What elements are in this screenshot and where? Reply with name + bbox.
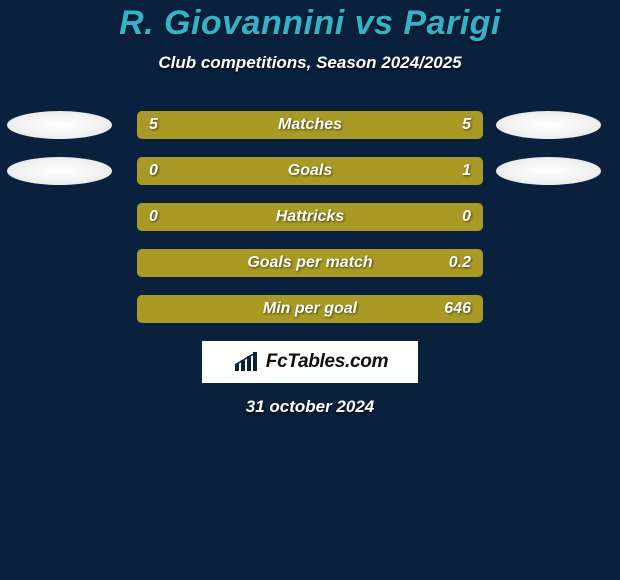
- player-photo-left: [7, 157, 112, 185]
- stat-value-right: 646: [444, 295, 471, 323]
- stat-row: 0.2Goals per match: [0, 249, 620, 277]
- stat-bar-right: [234, 249, 483, 277]
- player-photo-left: [7, 111, 112, 139]
- date-text: 31 october 2024: [0, 397, 620, 417]
- stat-value-left: 5: [149, 111, 158, 139]
- stat-bar-right: [310, 203, 483, 231]
- stat-bar-right: [199, 157, 483, 185]
- stat-row: 646Min per goal: [0, 295, 620, 323]
- stat-row: 00Hattricks: [0, 203, 620, 231]
- stat-bar: 55Matches: [137, 111, 483, 139]
- stat-rows: 55Matches01Goals00Hattricks0.2Goals per …: [0, 111, 620, 323]
- brand-text: FcTables.com: [266, 351, 388, 373]
- stat-bar-left: [137, 249, 234, 277]
- stat-bar-left: [137, 295, 248, 323]
- brand-badge: FcTables.com: [202, 341, 418, 383]
- player-photo-right: [496, 111, 601, 139]
- stat-bar: 00Hattricks: [137, 203, 483, 231]
- stat-value-right: 5: [462, 111, 471, 139]
- stat-row: 01Goals: [0, 157, 620, 185]
- stat-value-left: 0: [149, 203, 158, 231]
- stat-value-right: 0.2: [449, 249, 471, 277]
- stat-bar-left: [137, 111, 310, 139]
- stat-value-right: 1: [462, 157, 471, 185]
- stat-bar-left: [137, 157, 199, 185]
- bars-icon: [232, 350, 262, 374]
- subtitle: Club competitions, Season 2024/2025: [0, 53, 620, 73]
- comparison-infographic: R. Giovannini vs Parigi Club competition…: [0, 0, 620, 417]
- player-photo-right: [496, 157, 601, 185]
- stat-bar: 0.2Goals per match: [137, 249, 483, 277]
- stat-bar: 646Min per goal: [137, 295, 483, 323]
- stat-row: 55Matches: [0, 111, 620, 139]
- page-title: R. Giovannini vs Parigi: [0, 4, 620, 43]
- stat-bar-left: [137, 203, 310, 231]
- stat-bar-right: [310, 111, 483, 139]
- stat-bar: 01Goals: [137, 157, 483, 185]
- stat-value-left: 0: [149, 157, 158, 185]
- stat-value-right: 0: [462, 203, 471, 231]
